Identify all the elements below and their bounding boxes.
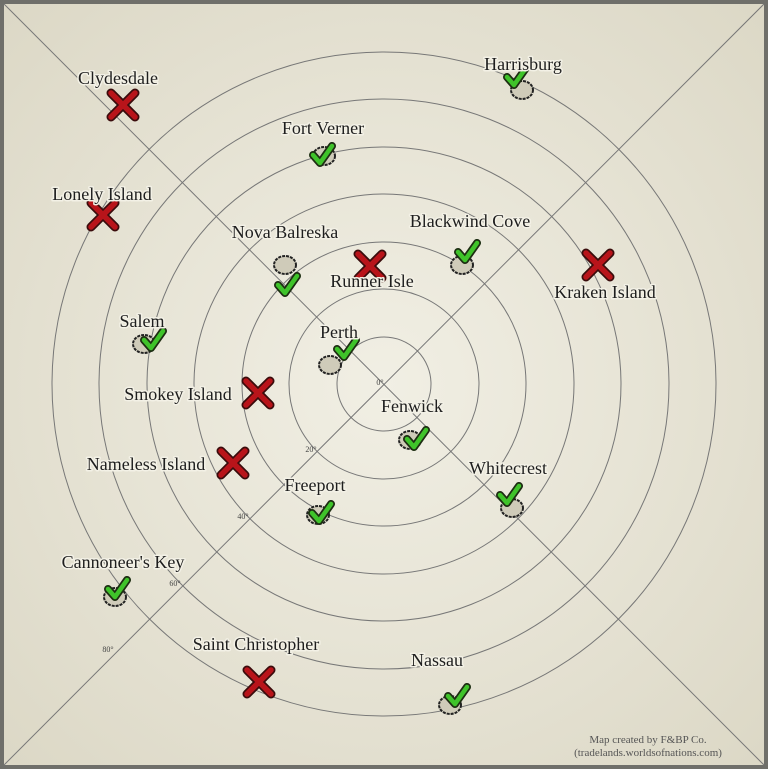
location-name: Runner Isle <box>330 271 413 291</box>
location: Fort Verner <box>280 117 366 167</box>
island <box>318 355 342 375</box>
cross-mark <box>583 250 613 280</box>
location-name: Salem <box>120 311 165 331</box>
location: Runner Isle <box>329 249 415 293</box>
location-name: Whitecrest <box>469 458 547 478</box>
check-mark <box>404 427 429 450</box>
grid <box>3 3 765 766</box>
location-name: Nova Balreska <box>232 222 338 242</box>
ring-label: 40° <box>237 512 248 521</box>
island <box>273 255 297 275</box>
location: Clydesdale <box>77 67 159 122</box>
credit: (tradelands.worldsofnations.com) <box>574 747 722 759</box>
check-mark <box>141 328 166 351</box>
cross-mark <box>218 448 248 478</box>
location: Lonely Island <box>51 183 153 232</box>
ring-label: 60° <box>169 579 180 588</box>
location-name: Fort Verner <box>282 118 364 138</box>
location-name: Smokey Island <box>124 384 232 404</box>
cross-mark <box>88 200 118 230</box>
locations: Clydesdale Harrisburg Fort Verner Lonely Is… <box>51 53 657 715</box>
location-name: Harrisburg <box>484 54 562 74</box>
location-name: Nassau <box>411 650 463 670</box>
location: Whitecrest <box>468 457 548 518</box>
ring-label: 80° <box>102 645 113 654</box>
cross-mark <box>108 90 138 120</box>
location: Nova Balreska <box>230 221 340 297</box>
location: Nameless Island <box>85 446 250 480</box>
location: Fenwick <box>380 395 445 451</box>
location-name: Fenwick <box>381 396 443 416</box>
location-name: Nameless Island <box>87 454 205 474</box>
cross-mark <box>243 378 273 408</box>
check-mark <box>334 337 359 360</box>
location: Cannoneer's Key <box>60 551 186 607</box>
location: Freeport <box>283 474 347 525</box>
check-mark <box>275 273 300 296</box>
check-mark <box>455 240 480 263</box>
location-name: Freeport <box>285 475 346 495</box>
location: Nassau <box>410 649 471 715</box>
location: Saint Christopher <box>191 633 321 699</box>
location-name: Kraken Island <box>554 282 655 302</box>
check-mark <box>445 684 470 707</box>
check-mark <box>105 577 130 600</box>
location-name: Cannoneer's Key <box>62 552 185 572</box>
location: Perth <box>318 321 360 375</box>
check-mark <box>310 143 335 166</box>
location-name: Saint Christopher <box>193 634 320 654</box>
location-name: Clydesdale <box>78 68 158 88</box>
location: Harrisburg <box>483 53 563 100</box>
location-name: Perth <box>320 322 358 342</box>
check-mark <box>309 501 334 524</box>
location: Blackwind Cove <box>408 210 532 275</box>
location: Salem <box>118 310 167 354</box>
credit: Map created by F&BP Co. <box>589 734 706 746</box>
check-mark <box>497 483 522 506</box>
location: Kraken Island <box>553 248 657 304</box>
ring-label: 0° <box>376 378 383 387</box>
cross-mark <box>244 667 274 697</box>
location: Smokey Island <box>123 376 275 410</box>
location-name: Lonely Island <box>52 184 151 204</box>
check-mark <box>504 65 529 88</box>
ring-label: 20° <box>305 445 316 454</box>
cross-mark <box>355 251 385 281</box>
location-name: Blackwind Cove <box>410 211 530 231</box>
